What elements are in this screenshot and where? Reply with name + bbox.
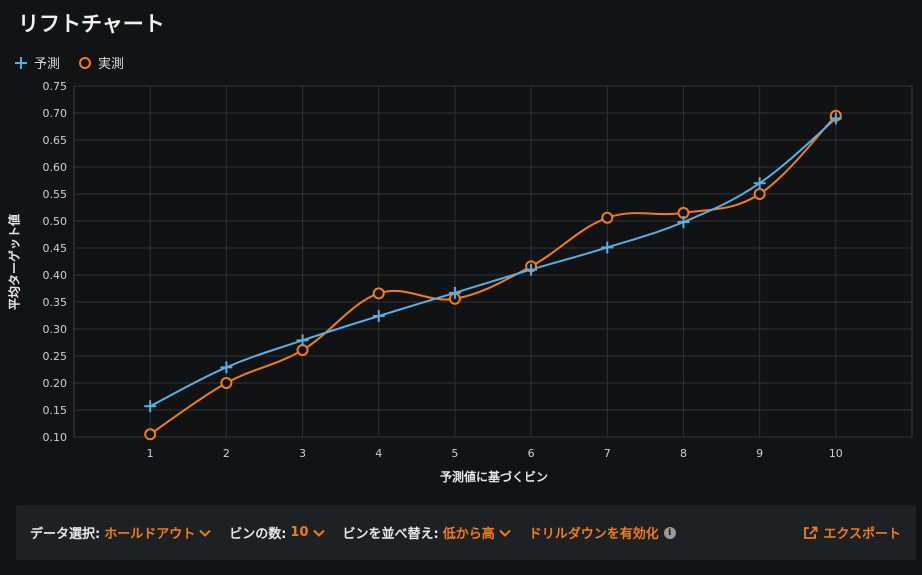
y-tick-label: 0.35: [43, 296, 68, 309]
data-select-label: データ選択:: [30, 527, 101, 542]
y-tick-label: 0.10: [43, 431, 68, 444]
sort-dropdown[interactable]: 低から高: [443, 523, 511, 542]
y-tick-label: 0.25: [43, 350, 68, 363]
point-predicted: [677, 216, 690, 229]
y-tick-label: 0.60: [43, 161, 68, 174]
point-predicted: [448, 286, 461, 299]
x-tick-label: 3: [299, 447, 306, 460]
point-actual: [753, 188, 766, 200]
x-tick-label: 5: [451, 447, 458, 460]
point-predicted: [372, 310, 385, 323]
x-tick-label: 6: [528, 447, 535, 460]
y-tick-label: 0.20: [43, 377, 68, 390]
y-tick-label: 0.50: [43, 215, 68, 228]
series-line-predicted: [149, 117, 837, 408]
drilldown-toggle[interactable]: ドリルダウンを有効化: [528, 527, 659, 542]
legend-item-actual[interactable]: 実測: [78, 53, 124, 72]
bins-dropdown[interactable]: 10: [290, 525, 325, 540]
plus-icon: [15, 56, 27, 69]
x-tick-label: 1: [147, 447, 154, 460]
x-tick-label: 2: [223, 447, 230, 460]
point-actual: [601, 211, 614, 224]
y-tick-label: 0.55: [43, 188, 68, 201]
data-select-dropdown[interactable]: ホールドアウト: [104, 523, 211, 542]
y-axis-label: 平均ターゲット値: [7, 213, 22, 311]
point-predicted: [601, 241, 614, 254]
bins-value: 10: [290, 525, 309, 540]
x-axis-label: 予測値に基づくビン: [439, 470, 549, 484]
export-button[interactable]: エクスポート: [803, 523, 901, 542]
point-actual: [296, 344, 309, 357]
circle-icon: [79, 56, 92, 69]
sort-value: 低から高: [442, 527, 495, 542]
y-tick-label: 0.45: [43, 242, 68, 255]
x-tick-label: 8: [680, 447, 687, 460]
point-predicted: [525, 263, 538, 276]
x-tick-label: 4: [375, 447, 382, 460]
y-tick-label: 0.40: [43, 269, 68, 282]
data-select-group: データ選択: ホールドアウト: [30, 523, 211, 542]
point-predicted: [296, 334, 309, 347]
legend-label-actual: 実測: [98, 57, 125, 72]
plot-area: [73, 85, 913, 438]
drilldown-group: ドリルダウンを有効化 i: [529, 523, 676, 542]
y-tick-label: 0.75: [43, 80, 68, 93]
bins-group: ビンの数: 10: [229, 523, 325, 542]
legend-item-predicted[interactable]: 予測: [14, 53, 60, 72]
point-predicted: [220, 361, 233, 374]
point-predicted: [829, 112, 842, 125]
chevron-down-icon: [312, 529, 325, 537]
export-icon: [804, 526, 818, 539]
x-tick-label: 9: [756, 447, 763, 460]
point-actual: [372, 287, 385, 300]
y-tick-label: 0.15: [43, 404, 68, 417]
export-label: エクスポート: [823, 527, 901, 542]
chart-toolbar: データ選択: ホールドアウト ビンの数: 10 ビンを並べ替え: 低から高 ドリ…: [16, 505, 916, 560]
y-tick-label: 0.70: [43, 107, 68, 120]
chevron-down-icon: [199, 529, 211, 537]
x-tick-label: 7: [604, 447, 611, 460]
y-tick-label: 0.30: [43, 323, 68, 336]
series-line-actual: [149, 115, 837, 436]
data-select-value: ホールドアウト: [104, 527, 196, 542]
lift-chart: 0.10 0.15 0.20 0.25 0.30 0.35 0.40 0.45 0.50 0.55…: [43, 80, 913, 460]
point-predicted: [753, 177, 766, 190]
info-icon[interactable]: i: [663, 526, 676, 539]
chevron-down-icon: [499, 529, 511, 537]
point-actual: [220, 377, 233, 389]
y-tick-label: 0.65: [43, 134, 68, 147]
legend-label-predicted: 予測: [34, 57, 61, 72]
sort-label: ビンを並べ替え:: [342, 527, 439, 542]
x-tick-label: 10: [829, 447, 843, 460]
point-actual: [144, 428, 157, 441]
sort-group: ビンを並べ替え: 低から高: [343, 523, 511, 542]
chart-title: リフトチャート: [18, 12, 165, 36]
point-predicted: [144, 400, 157, 413]
bins-label: ビンの数:: [229, 527, 287, 542]
chart-legend: 予測 実測: [14, 53, 142, 72]
